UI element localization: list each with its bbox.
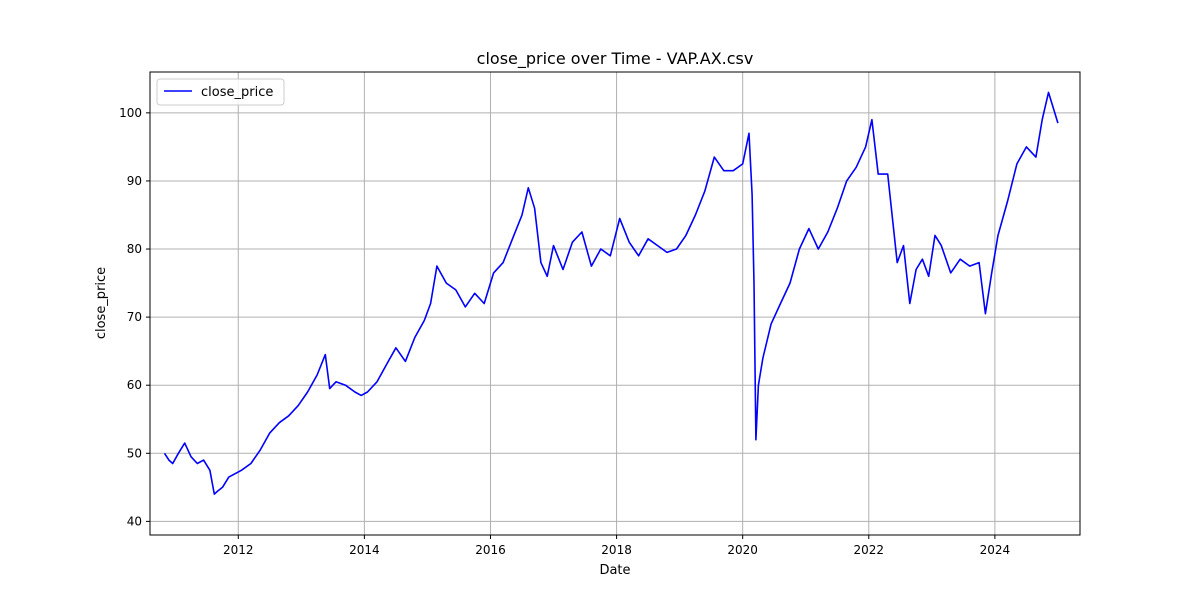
y-tick-label: 70 <box>127 310 142 324</box>
x-tick-label: 2016 <box>475 543 506 557</box>
series-line-close-price <box>163 91 1059 495</box>
x-tick-label: 2022 <box>854 543 885 557</box>
chart-title: close_price over Time - VAP.AX.csv <box>477 49 754 69</box>
y-tick-label: 80 <box>127 242 142 256</box>
x-tick-label: 2024 <box>980 543 1011 557</box>
y-tick-label: 60 <box>127 378 142 392</box>
legend-box <box>156 78 285 106</box>
y-tick-label: 100 <box>119 106 142 120</box>
y-tick-label: 90 <box>127 174 142 188</box>
legend-label: close_price <box>201 85 273 100</box>
x-tick-label: 2020 <box>727 543 758 557</box>
y-tick-label: 40 <box>127 514 142 528</box>
x-axis: 2012 2014 2016 2018 2020 2022 2024 <box>223 535 1010 557</box>
x-tick-label: 2018 <box>601 543 632 557</box>
x-axis-title: Date <box>599 563 630 578</box>
grid-lines <box>150 72 1080 535</box>
y-tick-label: 50 <box>127 446 142 460</box>
plot-frame <box>149 71 1081 536</box>
y-axis-title: close_price <box>94 267 109 339</box>
y-axis: 40 50 60 70 80 90 100 <box>119 106 150 528</box>
legend: close_price <box>156 78 285 106</box>
x-tick-label: 2012 <box>223 543 254 557</box>
x-tick-label: 2014 <box>349 543 380 557</box>
plot-area <box>163 91 1059 495</box>
